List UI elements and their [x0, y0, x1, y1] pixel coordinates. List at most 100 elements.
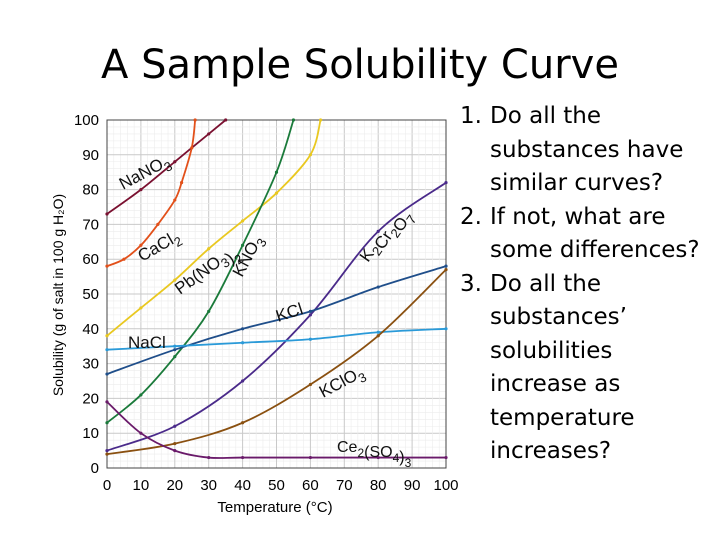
y-axis-label: Solubility (g of salt in 100 g H₂O): [50, 194, 66, 396]
series-label-nacl: NaCl: [128, 333, 166, 352]
data-point-pb-no3-2: [308, 153, 312, 157]
data-point-ce2-so4-3: [105, 400, 109, 404]
y-tick-label: 70: [82, 216, 99, 233]
series-label-cacl2: CaCl2: [135, 226, 185, 268]
x-tick-label: 40: [234, 477, 251, 494]
question-text: If not, what are some differences?: [490, 203, 700, 264]
x-tick-label: 60: [302, 477, 319, 494]
data-point-k2cr2o7: [308, 313, 312, 317]
x-tick-label: 90: [404, 477, 421, 494]
series-line-cacl2: [106, 119, 197, 267]
data-point-kcl: [241, 327, 245, 331]
data-point-kno3: [173, 355, 177, 359]
chart-axes: [106, 119, 447, 469]
data-point-k2cr2o7: [241, 379, 245, 383]
slide-title: A Sample Solubility Curve: [101, 42, 619, 88]
data-point-nacl: [308, 337, 312, 341]
data-point-nacl: [173, 344, 177, 348]
data-point-kno3: [105, 421, 109, 425]
data-point-pb-no3-2: [173, 278, 177, 282]
x-tick-label: 100: [433, 477, 458, 494]
data-point-cacl2: [190, 146, 194, 150]
data-point-kno3: [139, 393, 143, 397]
data-point-pb-no3-2: [274, 191, 279, 195]
data-point-cacl2: [122, 257, 126, 261]
y-tick-label: 100: [74, 112, 99, 129]
data-point-cacl2: [173, 198, 177, 202]
data-point-kno3: [241, 243, 245, 247]
series-line-nacl: [106, 327, 447, 351]
data-point-ce2-so4-3: [207, 455, 211, 460]
question-item: 2. If not, what are some differences?: [460, 201, 715, 268]
data-point-cacl2: [156, 222, 160, 226]
data-point-kclo3: [241, 421, 245, 425]
x-tick-label: 10: [133, 477, 150, 494]
chart-series: [105, 118, 448, 460]
data-point-k2cr2o7: [105, 449, 109, 453]
data-point-kcl: [376, 285, 380, 289]
x-axis-label: Temperature (°C): [217, 499, 332, 516]
data-point-k2cr2o7: [376, 229, 380, 233]
data-point-kno3: [274, 170, 279, 174]
data-point-nacl: [241, 341, 245, 345]
data-point-pb-no3-2: [207, 247, 211, 251]
series-label-ce2-so4-3: Ce2(SO4)3: [337, 439, 412, 470]
data-point-kno3: [291, 118, 296, 122]
x-tick-label: 30: [200, 477, 217, 494]
data-point-ce2-so4-3: [241, 455, 245, 460]
x-tick-label: 0: [103, 477, 111, 494]
data-point-ce2-so4-3: [308, 455, 312, 460]
data-point-kcl: [173, 348, 177, 352]
data-point-cacl2: [139, 243, 143, 247]
question-number: 1.: [460, 103, 482, 129]
y-tick-label: 20: [82, 390, 99, 407]
x-tick-label: 70: [336, 477, 353, 494]
data-point-kcl: [308, 309, 312, 313]
y-tick-label: 30: [82, 356, 99, 373]
y-tick-label: 40: [82, 321, 99, 338]
data-point-nano3: [105, 212, 109, 216]
data-point-nacl: [105, 348, 109, 352]
series-label-nano3: NaNO3: [116, 151, 175, 197]
data-point-pb-no3-2: [139, 306, 143, 310]
data-point-kclo3: [308, 382, 312, 387]
y-tick-label: 10: [82, 425, 99, 442]
data-point-nacl: [376, 330, 380, 334]
data-point-k2cr2o7: [444, 181, 448, 185]
data-point-nacl: [444, 327, 448, 331]
data-point-ce2-so4-3: [173, 449, 177, 453]
series-label-k2cr2o7: K2Cr2O7: [356, 202, 420, 274]
plot-frame: [106, 119, 447, 469]
y-tick-label: 0: [91, 460, 99, 477]
chart-tick-labels: 0 10 20 30 40 50 60 70 80 90 100 0 10 20 30 40 50 60 70 80 9…: [74, 112, 459, 494]
y-tick-label: 80: [82, 182, 99, 199]
data-point-kclo3: [105, 452, 109, 456]
data-point-kcl: [105, 372, 109, 376]
question-number: 3.: [460, 270, 482, 297]
question-text: Do all the substances’ solubilities incr…: [490, 270, 635, 465]
data-point-pb-no3-2: [318, 118, 323, 122]
data-point-pb-no3-2: [105, 334, 109, 338]
data-point-k2cr2o7: [173, 424, 177, 428]
question-number: 2.: [460, 203, 482, 230]
question-item: 3. Do all the substances’ solubilities i…: [460, 268, 715, 469]
x-tick-label: 50: [268, 477, 285, 494]
data-point-nano3: [224, 118, 228, 122]
series-line-pb-no3-2: [106, 119, 322, 337]
y-tick-label: 60: [82, 251, 99, 268]
data-point-pb-no3-2: [241, 219, 245, 223]
data-point-cacl2: [193, 118, 197, 122]
data-point-nano3: [139, 188, 143, 192]
data-point-ce2-so4-3: [139, 431, 143, 435]
data-point-kclo3: [376, 334, 380, 338]
data-point-cacl2: [179, 181, 184, 185]
x-tick-label: 80: [370, 477, 387, 494]
data-point-cacl2: [105, 264, 109, 268]
question-list: 1. Do all the substances have similar cu…: [460, 100, 715, 469]
series-line-kclo3: [106, 268, 447, 455]
data-point-kclo3: [173, 442, 177, 446]
series-line-kcl: [106, 265, 447, 375]
data-point-kclo3: [444, 268, 448, 272]
data-point-nano3: [173, 160, 177, 164]
